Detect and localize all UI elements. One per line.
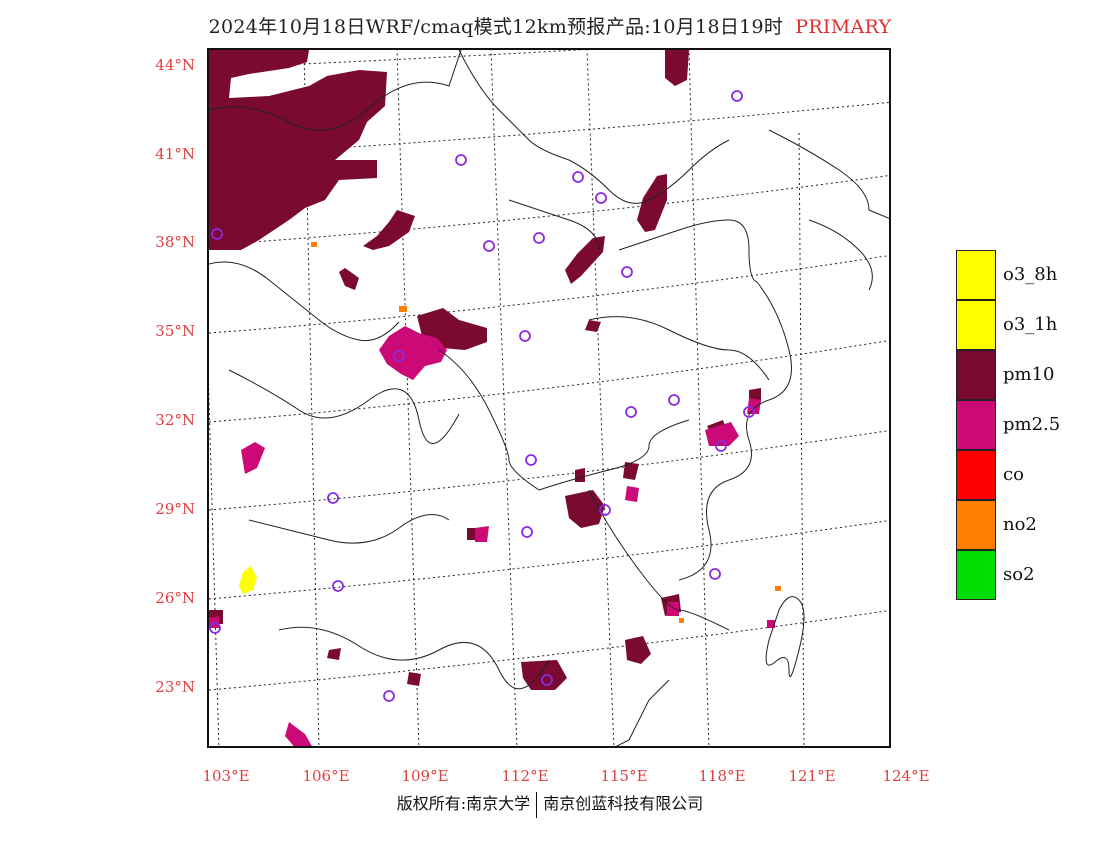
map-panel[interactable]	[207, 48, 891, 748]
legend-label-so2: so2	[1003, 564, 1035, 585]
lon-label-109: 109°E	[401, 767, 449, 785]
lat-label-44: 44°N	[155, 56, 195, 74]
legend-swatch-pm10	[956, 350, 996, 400]
credit-separator	[536, 791, 538, 818]
pm10-regions	[209, 50, 761, 690]
legend-label-co: co	[1003, 464, 1024, 485]
lon-label-115: 115°E	[600, 767, 648, 785]
title-text: 2024年10月18日WRF/cmaq模式12km预报产品:10月18日19时	[208, 16, 784, 38]
credit-left: 版权所有:南京大学	[396, 794, 531, 813]
lon-label-106: 106°E	[302, 767, 350, 785]
lon-label-112: 112°E	[501, 767, 549, 785]
legend-label-no2: no2	[1003, 514, 1037, 535]
lon-label-103: 103°E	[202, 767, 250, 785]
graticule	[209, 50, 889, 746]
legend-swatch-so2	[956, 550, 996, 600]
lon-label-121: 121°E	[788, 767, 836, 785]
lat-label-38: 38°N	[155, 233, 195, 251]
lon-label-118: 118°E	[698, 767, 746, 785]
lat-label-26: 26°N	[155, 589, 195, 607]
legend-label-o3-1h: o3_1h	[1003, 314, 1058, 335]
map-title: 2024年10月18日WRF/cmaq模式12km预报产品:10月18日19时 P…	[0, 12, 1100, 39]
boundaries	[209, 50, 889, 746]
map-canvas	[209, 50, 889, 746]
legend-label-pm25: pm2.5	[1003, 414, 1061, 435]
lat-label-23: 23°N	[155, 678, 195, 696]
legend-label-pm10: pm10	[1003, 364, 1055, 385]
lat-label-32: 32°N	[155, 411, 195, 429]
legend-swatch-o3-8h	[956, 250, 996, 300]
legend-label-o3-8h: o3_8h	[1003, 264, 1058, 285]
legend-swatch-co	[956, 450, 996, 500]
o3-regions	[239, 566, 257, 594]
primary-tag: PRIMARY	[795, 16, 892, 38]
lat-label-35: 35°N	[155, 322, 195, 340]
pm25-regions	[209, 326, 775, 746]
legend-swatch-pm25	[956, 400, 996, 450]
city-markers	[209, 90, 755, 702]
lon-label-124: 124°E	[882, 767, 930, 785]
lat-label-29: 29°N	[155, 500, 195, 518]
legend-swatch-o3-1h	[956, 300, 996, 350]
copyright-credit: 版权所有:南京大学 南京创蓝科技有限公司	[0, 790, 1100, 818]
legend-swatch-no2	[956, 500, 996, 550]
lat-label-41: 41°N	[155, 145, 195, 163]
credit-right: 南京创蓝科技有限公司	[543, 794, 704, 813]
no2-regions	[311, 242, 781, 623]
